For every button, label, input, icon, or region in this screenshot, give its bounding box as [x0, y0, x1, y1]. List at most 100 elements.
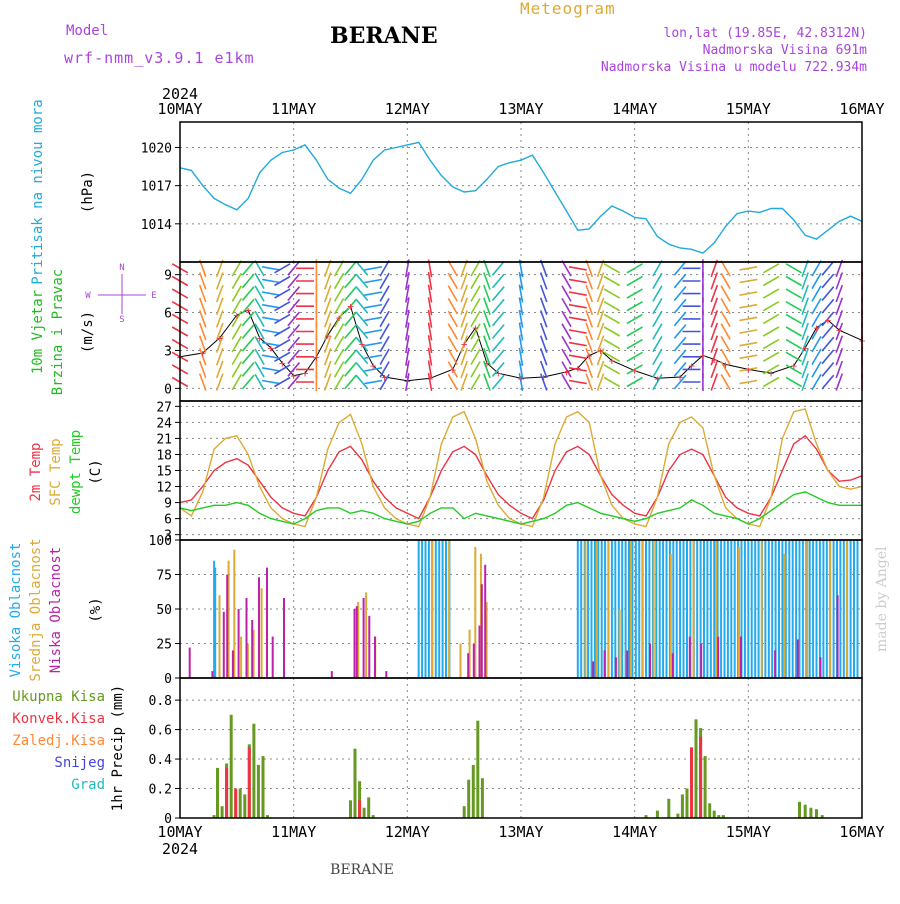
y-tick-label-0-2: 1020: [141, 141, 172, 156]
point-pressure-0-56: [815, 238, 818, 240]
point-temperature-2-41: [645, 518, 647, 520]
wind-arrow-15-9: [364, 266, 383, 271]
wind-arrow-4-9: [241, 260, 255, 276]
wind-arrow-12-4: [333, 323, 345, 340]
wind-arrow-14-2: [355, 349, 369, 365]
wind-arrow-11-4: [323, 322, 332, 341]
point-pressure-0-22: [429, 159, 431, 161]
point-temperature-0-4: [224, 461, 227, 464]
wind-arrow-30-1: [603, 364, 621, 375]
wind-speed-mark-11: +: [324, 329, 331, 342]
wind-arrow-32-2: [652, 348, 663, 365]
bar-precip-ukupnakisa-14: [353, 748, 357, 818]
wind-arrow-33-7: [673, 286, 687, 302]
bar-precip-konvekkisa-4: [690, 747, 693, 818]
wind-arrow-12-6: [333, 298, 345, 315]
bar-cloud-high-10: [445, 540, 447, 678]
point-pressure-0-39: [622, 210, 624, 212]
y-tick-label-2-4: 15: [156, 465, 172, 480]
wind-arrow-38-5: [739, 316, 758, 322]
wind-arrow-3-1: [231, 361, 242, 378]
wind-arrow-4-1: [241, 361, 255, 377]
bar-cloud-low-20: [472, 643, 475, 678]
wind-speed-mark-23: +: [495, 367, 502, 380]
point-temperature-0-10: [293, 512, 295, 514]
bar-cloud-low-33: [740, 636, 742, 678]
bar-cloud-high-90: [842, 540, 845, 678]
point-pressure-0-53: [781, 207, 784, 210]
wind-arrow-39-7: [762, 288, 780, 299]
point-temperature-0-38: [611, 494, 613, 496]
wind-arrow-24-0: [518, 373, 524, 392]
wind-arrow-12-1: [333, 361, 345, 378]
wind-arrow-14-4: [355, 324, 369, 339]
point-pressure-0-41: [645, 218, 647, 220]
y-tick-label-3-4: 100: [149, 534, 172, 549]
wind-arrow-18-2: [427, 347, 433, 366]
bar-precip-ukupnakisa-21: [471, 764, 475, 818]
wind-arrow-16-9: [379, 260, 390, 277]
bar-cloud-high-45: [689, 540, 692, 678]
point-temperature-2-16: [361, 510, 363, 512]
point-temperature-2-43: [668, 510, 670, 512]
wind-arrow-37-4: [720, 323, 731, 340]
point-temperature-1-12: [315, 496, 317, 498]
wind-arrow-5-1: [254, 361, 265, 378]
wind-arrow-38-3: [739, 341, 758, 347]
point-pressure-0-16: [361, 178, 363, 180]
wind-arrow-33-0: [673, 374, 687, 390]
wind-arrow-31-1: [626, 364, 643, 375]
wind-speed-mark-3: +: [233, 309, 240, 322]
wind-arrow-8-7: [287, 286, 301, 302]
wind-arrow-39-1: [762, 364, 780, 375]
wind-arrow-37-5: [720, 310, 731, 328]
wind-speed-mark-30: +: [609, 355, 616, 368]
wind-arrow-29-8: [596, 272, 605, 290]
wind-arrow-42-5: [811, 310, 822, 328]
ylabel-precip: 1hr Precip (mm): [110, 685, 126, 811]
point-temperature-2-45: [690, 499, 693, 501]
wind-arrow-16-2: [379, 348, 390, 365]
wind-arrow-4-5: [241, 311, 255, 327]
wind-arrow-25-2: [539, 348, 548, 366]
wind-arrow-39-6: [762, 301, 780, 312]
point-temperature-0-36: [588, 453, 590, 456]
point-temperature-2-57: [827, 502, 829, 504]
bar-cloud-high-1: [214, 567, 217, 678]
point-temperature-2-27: [486, 515, 488, 517]
bar-cloud-high-69: [771, 540, 774, 678]
elevation-text: Nadmorska Visina 691m: [703, 43, 868, 58]
wind-arrow-15-0: [364, 379, 383, 385]
point-temperature-0-30: [520, 512, 522, 514]
point-temperature-2-53: [781, 502, 784, 504]
bar-cloud-low-22: [480, 584, 483, 678]
bar-precip-ukupnakisa-39: [803, 804, 807, 818]
bar-precip-ukupnakisa-38: [798, 801, 801, 818]
wind-arrow-25-0: [539, 373, 548, 391]
wind-arrow-1-4: [198, 322, 207, 341]
wind-arrow-38-7: [739, 291, 758, 296]
wind-arrow-19-7: [447, 285, 458, 302]
wind-speed-mark-34: +: [688, 360, 695, 373]
wind-arrow-30-2: [603, 351, 621, 362]
bar-precip-ukupnakisa-10: [256, 764, 260, 818]
bar-cloud-high-75: [791, 540, 794, 678]
wind-arrow-1-5: [198, 310, 207, 328]
wind-speed-mark-41: +: [802, 342, 809, 355]
wind-arrow-12-2: [333, 348, 345, 365]
wind-speed-mark-24: +: [518, 372, 525, 385]
point-temperature-1-45: [690, 416, 693, 418]
y-tick-label-4-0: 0: [164, 812, 172, 827]
bar-cloud-high-55: [723, 540, 726, 678]
wind-arrow-41-1: [801, 360, 809, 379]
wind-arrow-20-6: [460, 297, 468, 315]
point-pressure-0-11: [304, 144, 306, 146]
wind-arrow-33-9: [673, 260, 687, 276]
bar-cloud-mid-30: [806, 540, 809, 678]
y-tick-label-2-2: 9: [164, 497, 172, 512]
wind-arrow-24-8: [518, 271, 524, 290]
ylabel-dewpt: dewpt Temp: [68, 430, 84, 514]
wind-arrow-7-1: [274, 364, 291, 375]
wind-arrow-23-2: [491, 349, 505, 365]
bar-cloud-high-64: [754, 540, 757, 678]
